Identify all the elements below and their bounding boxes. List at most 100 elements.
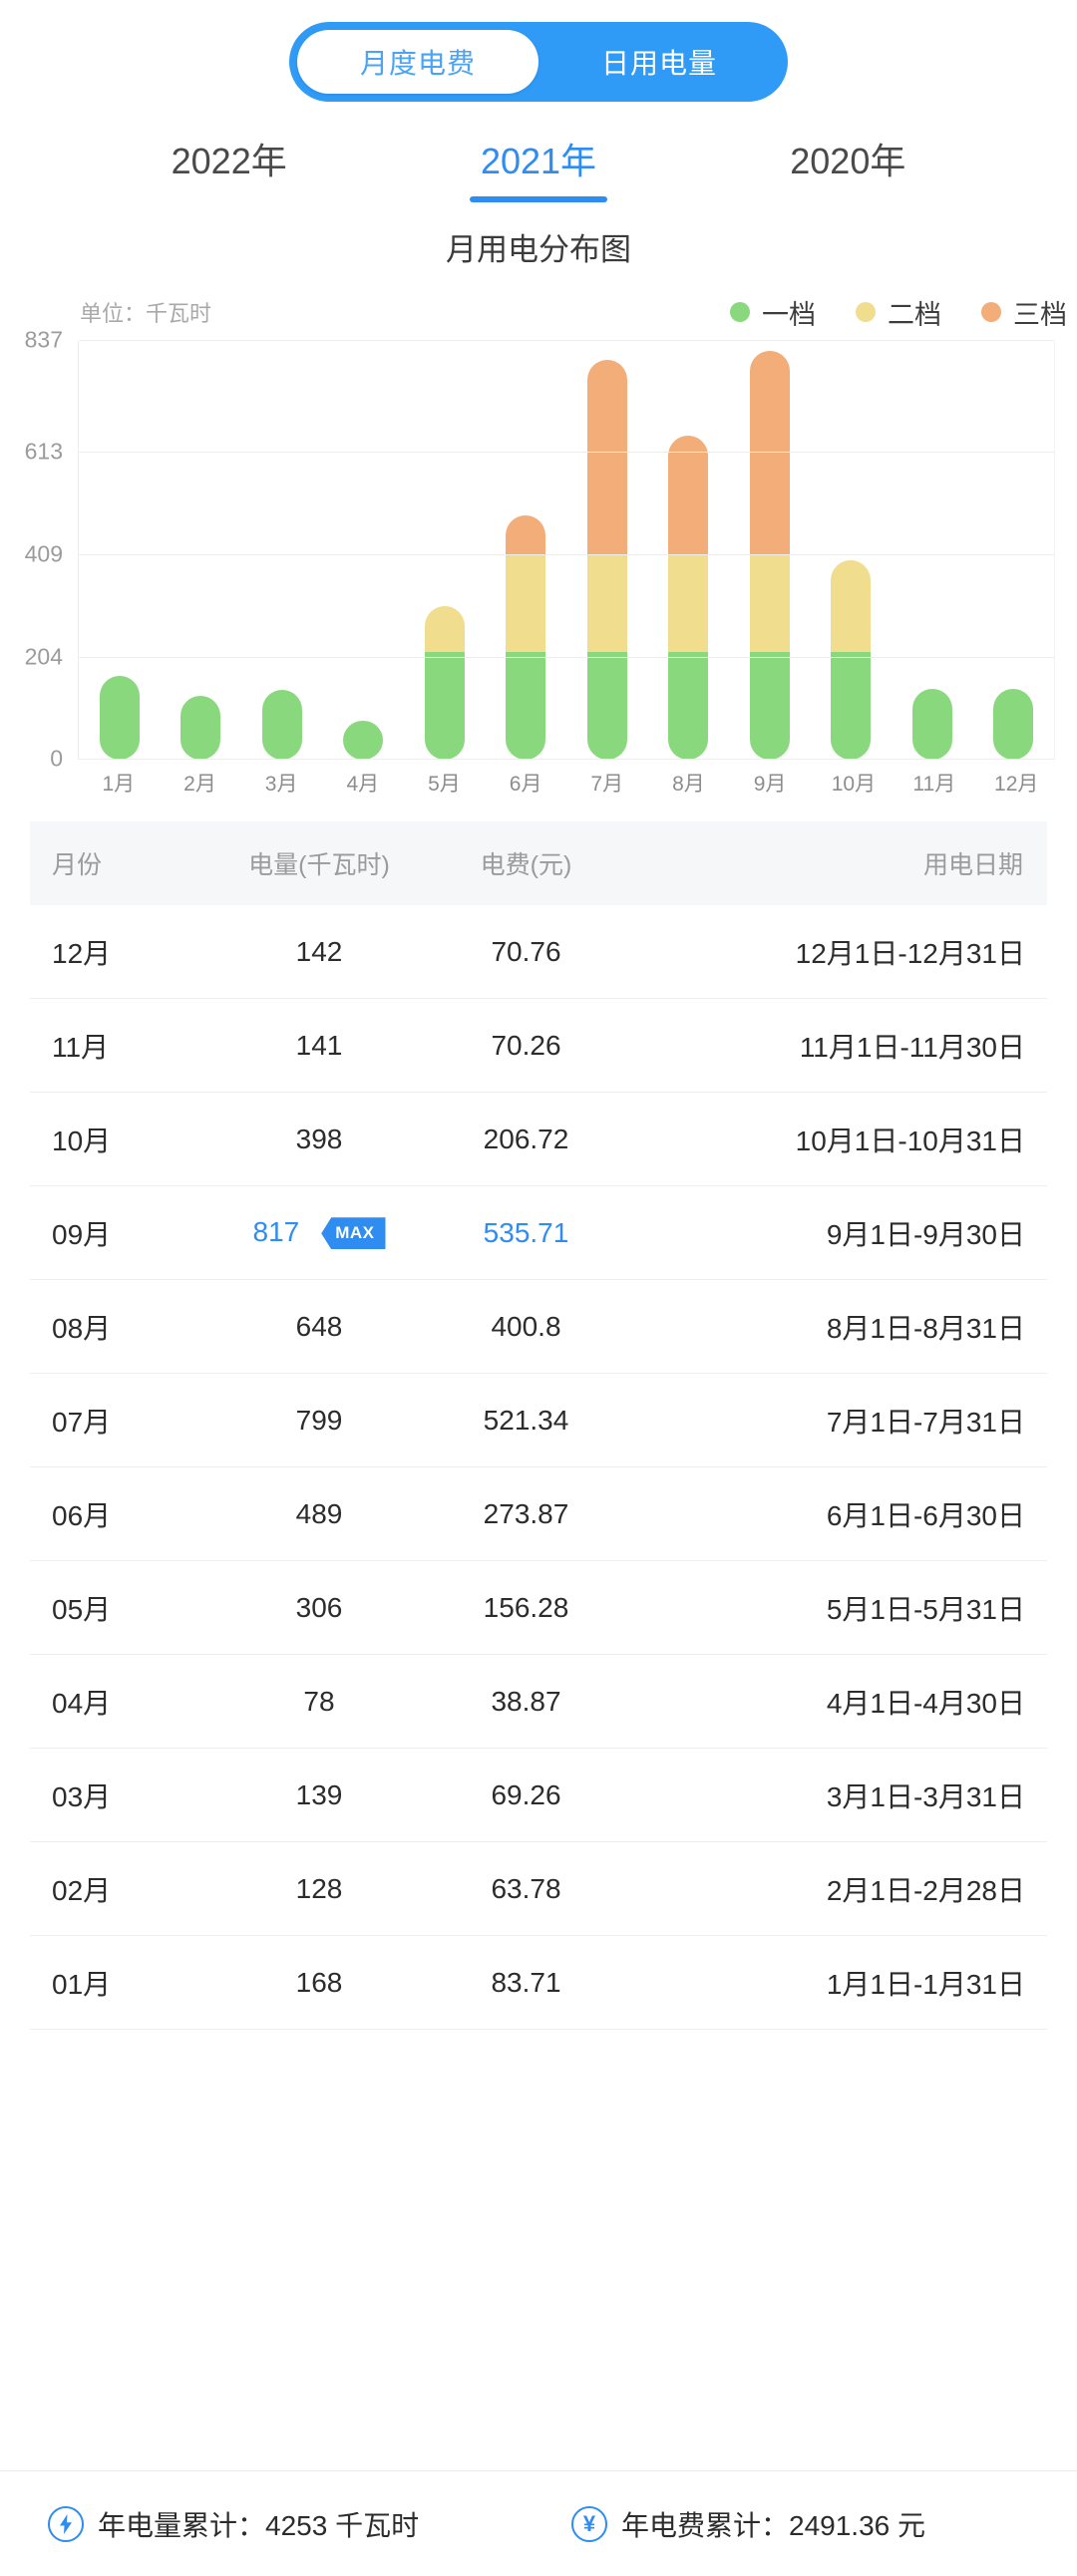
cell-kwh-value: 142 bbox=[295, 935, 343, 967]
chart-bar-stack bbox=[343, 720, 384, 760]
year-tab-underline bbox=[469, 196, 607, 202]
chart-bar-column[interactable] bbox=[424, 341, 465, 760]
chart-bar-segment-tier1 bbox=[261, 690, 302, 760]
cell-fee: 535.71 bbox=[483, 1216, 569, 1248]
table-header-fee: 电费(元) bbox=[480, 851, 572, 879]
cell-fee: 38.87 bbox=[491, 1685, 561, 1717]
cell-date: 9月1日-9月30日 bbox=[826, 1218, 1025, 1250]
cell-date: 11月1日-11月30日 bbox=[799, 1031, 1025, 1063]
year-tab-2020[interactable]: 2020年 bbox=[790, 136, 905, 202]
table-row[interactable]: 09月 817 MAX 535.71 9月1日-9月30日 bbox=[30, 1186, 1047, 1280]
cell-kwh-value: 139 bbox=[295, 1778, 343, 1810]
chart-bar-stack bbox=[911, 689, 952, 760]
totals-bar: 年电量累计：4253 千瓦时 ¥ 年电费累计：2491.36 元 bbox=[0, 2470, 1077, 2576]
chart-bar-column[interactable] bbox=[99, 341, 140, 760]
x-axis-tick-label: 10月 bbox=[831, 773, 877, 796]
segmented-control[interactable]: 月度电费 日用电量 bbox=[289, 22, 788, 102]
chart-bar-column[interactable] bbox=[586, 341, 627, 760]
cell-kwh: 128 bbox=[219, 1873, 419, 1905]
chart-bar-column[interactable] bbox=[993, 341, 1034, 760]
table-row[interactable]: 01月 168 83.71 1月1日-1月31日 bbox=[30, 1936, 1047, 2030]
total-text: 年电费累计：2491.36 元 bbox=[621, 2509, 925, 2541]
chart-bar-column[interactable] bbox=[831, 341, 872, 760]
x-axis-tick-label: 3月 bbox=[264, 773, 298, 796]
cell-kwh-value: 817 bbox=[252, 1215, 300, 1247]
chart-bar-segment-tier1 bbox=[506, 651, 546, 760]
cell-date: 8月1日-8月31日 bbox=[826, 1312, 1025, 1344]
cell-kwh-value: 168 bbox=[295, 1966, 343, 1998]
chart-bar-column[interactable] bbox=[506, 341, 546, 760]
segmented-control-wrapper: 月度电费 日用电量 bbox=[0, 0, 1077, 102]
x-axis-tick-label: 8月 bbox=[672, 773, 705, 796]
chart-bar-segment-tier3 bbox=[749, 351, 790, 555]
chart-gridline: 613 bbox=[25, 439, 1054, 465]
chart-bar-column[interactable] bbox=[668, 341, 709, 760]
cell-fee: 70.26 bbox=[491, 1029, 561, 1061]
chart-bar-column[interactable] bbox=[343, 341, 384, 760]
table-header-kwh: 电量(千瓦时) bbox=[248, 851, 390, 879]
total-item: 年电量累计：4253 千瓦时 bbox=[0, 2504, 553, 2544]
chart-bar-segment-tier1 bbox=[343, 720, 384, 760]
segment-option-1[interactable]: 日用电量 bbox=[600, 48, 717, 79]
year-tab-2022[interactable]: 2022年 bbox=[172, 136, 287, 202]
table-row[interactable]: 12月 142 70.76 12月1日-12月31日 bbox=[30, 905, 1047, 999]
cell-kwh: 142 bbox=[219, 936, 419, 968]
table-row[interactable]: 05月 306 156.28 5月1日-5月31日 bbox=[30, 1561, 1047, 1655]
x-axis-tick-label: 1月 bbox=[102, 773, 136, 796]
chart-gridline: 409 bbox=[25, 540, 1054, 566]
chart-bar-stack bbox=[261, 690, 302, 760]
legend-item-2: 三档 bbox=[981, 293, 1067, 332]
year-tab-label: 2021年 bbox=[480, 141, 597, 181]
cell-date: 5月1日-5月31日 bbox=[826, 1593, 1025, 1625]
cell-kwh: 489 bbox=[219, 1498, 419, 1530]
chart-bar-stack bbox=[180, 695, 221, 760]
chart-bar-column[interactable] bbox=[180, 341, 221, 760]
chart-bar-column[interactable] bbox=[911, 341, 952, 760]
legend-item-1: 二档 bbox=[856, 293, 941, 332]
chart-bar-stack bbox=[424, 606, 465, 760]
chart-bar-stack bbox=[993, 688, 1034, 760]
chart-legend: 一档 二档 三档 bbox=[730, 293, 1073, 332]
chart-bar-segment-tier1 bbox=[749, 651, 790, 760]
monthly-table: 月份 电量(千瓦时) 电费(元) 用电日期 12月 142 70.76 12月1日-12月3… bbox=[0, 821, 1077, 2030]
cell-fee: 156.28 bbox=[483, 1591, 569, 1623]
chart-bar-segment-tier1 bbox=[993, 688, 1034, 760]
yuan-sign-icon: ¥ bbox=[571, 2505, 607, 2542]
chart-bar-segment-tier2 bbox=[586, 554, 627, 652]
legend-label: 三档 bbox=[1013, 299, 1067, 330]
table-row[interactable]: 03月 139 69.26 3月1日-3月31日 bbox=[30, 1749, 1047, 1842]
legend-item-0: 一档 bbox=[730, 293, 816, 332]
table-row[interactable]: 08月 648 400.8 8月1日-8月31日 bbox=[30, 1280, 1047, 1374]
table-row[interactable]: 02月 128 63.78 2月1日-2月28日 bbox=[30, 1842, 1047, 1936]
y-axis-tick-label: 0 bbox=[50, 745, 63, 772]
chart-bar-column[interactable] bbox=[261, 341, 302, 760]
cell-kwh: 799 bbox=[219, 1405, 419, 1437]
cell-month: 12月 bbox=[52, 937, 112, 969]
cell-kwh: 817 MAX bbox=[219, 1216, 419, 1250]
table-row[interactable]: 10月 398 206.72 10月1日-10月31日 bbox=[30, 1093, 1047, 1186]
chart-bar-segment-tier3 bbox=[506, 514, 546, 555]
chart-bar-segment-tier1 bbox=[911, 689, 952, 760]
cell-date: 6月1日-6月30日 bbox=[826, 1499, 1025, 1531]
year-tab-2021[interactable]: 2021年 bbox=[469, 136, 607, 202]
chart-bar-stack bbox=[749, 351, 790, 760]
table-row[interactable]: 04月 78 38.87 4月1日-4月30日 bbox=[30, 1655, 1047, 1749]
table-row[interactable]: 07月 799 521.34 7月1日-7月31日 bbox=[30, 1374, 1047, 1467]
x-axis-tick-label: 4月 bbox=[346, 773, 380, 796]
chart-title: 月用电分布图 bbox=[446, 232, 631, 267]
x-axis-tick-label: 2月 bbox=[183, 773, 216, 796]
chart-gridline: 0 bbox=[50, 746, 1054, 772]
cell-kwh: 168 bbox=[219, 1967, 419, 1999]
chart-bar-segment-tier2 bbox=[424, 606, 465, 652]
chart-bar-segment-tier1 bbox=[424, 651, 465, 760]
cell-fee: 63.78 bbox=[491, 1872, 561, 1904]
lightning-bolt-icon bbox=[48, 2505, 84, 2542]
table-row[interactable]: 06月 489 273.87 6月1日-6月30日 bbox=[30, 1467, 1047, 1561]
cell-date: 2月1日-2月28日 bbox=[826, 1874, 1025, 1906]
cell-kwh: 398 bbox=[219, 1124, 419, 1155]
segment-option-0[interactable]: 月度电费 bbox=[297, 30, 538, 94]
cell-kwh-value: 306 bbox=[295, 1591, 343, 1623]
chart-bar-column[interactable] bbox=[749, 341, 790, 760]
cell-kwh: 306 bbox=[219, 1592, 419, 1624]
table-row[interactable]: 11月 141 70.26 11月1日-11月30日 bbox=[30, 999, 1047, 1093]
